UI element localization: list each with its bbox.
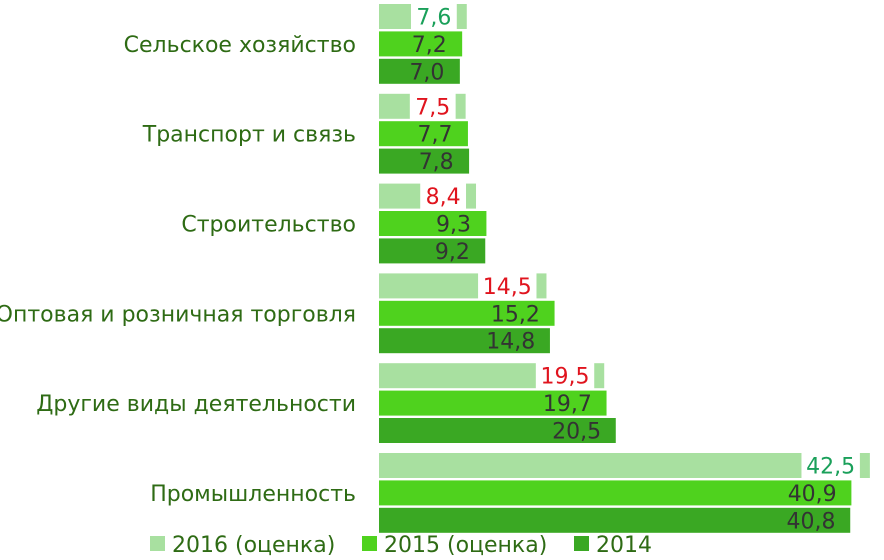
category-label: Другие виды деятельности <box>36 392 356 417</box>
category-label: Промышленность <box>150 482 356 507</box>
bar <box>379 148 470 174</box>
category-label: Транспорт и связь <box>142 123 356 148</box>
legend: 2016 (оценка) 2015 (оценка) 2014 <box>150 533 652 558</box>
data-label: 7,5 <box>415 95 450 120</box>
data-label: 7,7 <box>418 123 453 148</box>
data-label: 9,2 <box>435 240 470 265</box>
data-label-background <box>478 271 537 301</box>
category-label: Строительство <box>181 213 356 238</box>
data-label: 14,5 <box>483 275 532 300</box>
data-label: 15,2 <box>491 302 540 327</box>
bar <box>379 211 487 236</box>
data-label-background <box>801 451 860 480</box>
data-label: 14,8 <box>486 330 535 355</box>
data-label: 19,7 <box>543 392 592 417</box>
data-label: 7,8 <box>419 150 454 175</box>
bar <box>379 328 550 354</box>
bars: 7,67,27,07,57,77,88,49,39,214,515,214,81… <box>379 2 870 534</box>
data-label-background <box>410 2 457 31</box>
bar <box>379 390 607 416</box>
legend-label: 2015 (оценка) <box>384 533 547 558</box>
bar <box>379 300 555 326</box>
data-label: 42,5 <box>806 455 855 480</box>
bar <box>379 480 852 506</box>
bar <box>379 238 486 264</box>
category-label: Сельское хозяйство <box>124 33 356 58</box>
bar <box>379 58 460 84</box>
legend-swatch <box>362 536 377 551</box>
bar <box>379 418 616 443</box>
data-label-background <box>409 91 456 121</box>
category-label: Оптовая и розничная торговля <box>0 302 356 327</box>
bar <box>379 121 468 147</box>
bar <box>379 453 870 478</box>
data-label: 7,6 <box>416 6 451 31</box>
data-label-background <box>420 181 467 211</box>
data-label: 8,4 <box>426 185 461 210</box>
data-label: 7,2 <box>412 33 447 58</box>
legend-label: 2016 (оценка) <box>172 533 335 558</box>
legend-label: 2014 <box>596 533 652 558</box>
data-label-background <box>535 361 595 391</box>
bar <box>379 31 463 57</box>
data-label: 20,5 <box>552 420 601 445</box>
category-labels: Сельское хозяйство Транспорт и связь Строи… <box>0 33 356 507</box>
bar <box>379 507 851 533</box>
data-label: 7,0 <box>409 60 444 85</box>
data-label: 19,5 <box>541 365 590 390</box>
data-label: 9,3 <box>436 213 471 238</box>
legend-swatch <box>150 536 165 551</box>
data-label: 40,8 <box>787 509 836 534</box>
data-label: 40,9 <box>788 482 837 507</box>
legend-swatch <box>574 536 589 551</box>
